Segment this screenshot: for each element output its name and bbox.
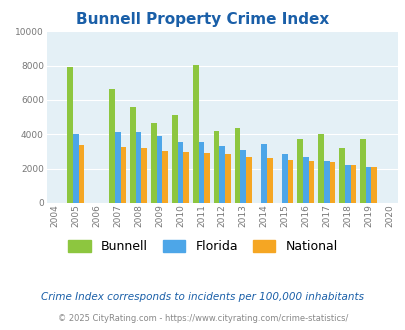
Bar (371, 167, 376, 203)
Bar (73, 134, 79, 203)
Bar (344, 165, 350, 203)
Bar (204, 153, 209, 203)
Bar (183, 152, 188, 203)
Bar (67, 67, 73, 203)
Bar (192, 65, 198, 203)
Bar (339, 148, 344, 203)
Bar (323, 161, 329, 203)
Text: Crime Index corresponds to incidents per 100,000 inhabitants: Crime Index corresponds to incidents per… (41, 292, 364, 302)
Bar (115, 132, 120, 203)
Bar (234, 128, 240, 203)
Bar (359, 140, 365, 203)
Bar (156, 136, 162, 203)
Bar (130, 107, 136, 203)
Bar (219, 146, 224, 203)
Bar (136, 132, 141, 203)
Bar (266, 158, 272, 203)
Bar (303, 157, 308, 203)
Bar (120, 147, 126, 203)
Bar (329, 162, 335, 203)
Bar (287, 160, 293, 203)
Bar (172, 115, 177, 203)
Bar (141, 148, 147, 203)
Bar (318, 134, 323, 203)
Bar (151, 123, 156, 203)
Bar (261, 144, 266, 203)
Bar (177, 142, 183, 203)
Legend: Bunnell, Florida, National: Bunnell, Florida, National (68, 240, 337, 253)
Bar (240, 150, 245, 203)
Bar (245, 157, 251, 203)
Bar (297, 139, 303, 203)
Bar (281, 154, 287, 203)
Bar (308, 161, 313, 203)
Bar (109, 89, 115, 203)
Bar (162, 151, 168, 203)
Bar (79, 145, 84, 203)
Bar (365, 167, 371, 203)
Text: © 2025 CityRating.com - https://www.cityrating.com/crime-statistics/: © 2025 CityRating.com - https://www.city… (58, 314, 347, 323)
Bar (224, 154, 230, 203)
Bar (213, 131, 219, 203)
Bar (350, 165, 355, 203)
Bar (198, 142, 204, 203)
Text: Bunnell Property Crime Index: Bunnell Property Crime Index (76, 12, 329, 26)
